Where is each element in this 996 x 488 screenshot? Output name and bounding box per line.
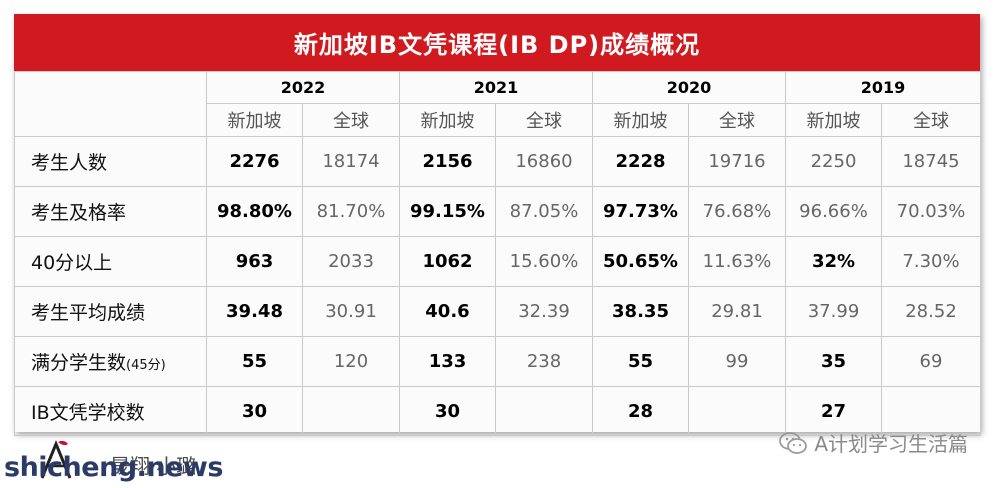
corner-cell (14, 71, 207, 137)
sg-value: 30 (206, 386, 303, 436)
global-value: 15.60% (495, 236, 593, 287)
sg-value: 133 (399, 336, 496, 387)
global-value: 28.52 (881, 286, 981, 337)
row-label: 考生人数 (14, 136, 207, 187)
region-sg: 新加坡 (399, 103, 496, 137)
region-sg: 新加坡 (785, 103, 882, 137)
region-global: 全球 (881, 103, 981, 137)
global-value: 16860 (495, 136, 593, 187)
global-value: 238 (495, 336, 593, 387)
sg-value: 50.65% (592, 236, 689, 287)
global-value: 2033 (302, 236, 400, 287)
global-value: 120 (302, 336, 400, 387)
sg-value: 963 (206, 236, 303, 287)
sg-value: 98.80% (206, 186, 303, 237)
results-table: 2022 2021 2020 2019 新加坡 全球 新加坡 全球 新加坡 全球… (14, 71, 981, 436)
global-value (881, 386, 981, 436)
region-header-row: 新加坡 全球 新加坡 全球 新加坡 全球 新加坡 全球 (15, 103, 981, 137)
sg-value: 35 (785, 336, 882, 387)
global-value: 11.63% (688, 236, 786, 287)
year-header: 2022 (206, 71, 400, 104)
global-value: 81.70% (302, 186, 400, 237)
sg-value: 2228 (592, 136, 689, 187)
watermark-brand: 晟翔·小璐 (110, 454, 197, 478)
region-global: 全球 (688, 103, 786, 137)
global-value: 87.05% (495, 186, 593, 237)
global-value: 18174 (302, 136, 400, 187)
sg-value: 2250 (785, 136, 882, 187)
table-row: 考生人数 2276 18174 2156 16860 2228 19716 22… (14, 136, 981, 187)
region-global: 全球 (495, 103, 593, 137)
region-sg: 新加坡 (206, 103, 303, 137)
row-label-note: (45分) (126, 358, 166, 373)
row-label: 考生平均成绩 (14, 286, 207, 337)
region-global: 全球 (302, 103, 400, 137)
sg-value: 99.15% (399, 186, 496, 237)
global-value: 32.39 (495, 286, 593, 337)
row-label: IB文凭学校数 (14, 386, 207, 436)
table-row: 40分以上 963 2033 1062 15.60% 50.65% 11.63%… (14, 236, 981, 287)
watermark-site: shicheng.news (4, 452, 223, 483)
sg-value: 2276 (206, 136, 303, 187)
year-header: 2020 (592, 71, 786, 104)
sg-value: 38.35 (592, 286, 689, 337)
table-row: 考生平均成绩 39.48 30.91 40.6 32.39 38.35 29.8… (14, 286, 981, 337)
year-header: 2019 (785, 71, 981, 104)
global-value: 99 (688, 336, 786, 387)
year-header: 2021 (399, 71, 593, 104)
sg-value: 40.6 (399, 286, 496, 337)
sg-value: 30 (399, 386, 496, 436)
global-value: 19716 (688, 136, 786, 187)
sg-value: 1062 (399, 236, 496, 287)
sg-value: 2156 (399, 136, 496, 187)
sg-value: 27 (785, 386, 882, 436)
wechat-icon (779, 431, 808, 454)
wechat-account-name: A计划学习生活篇 (814, 432, 968, 456)
sg-value: 96.66% (785, 186, 882, 237)
global-value: 76.68% (688, 186, 786, 237)
global-value: 29.81 (688, 286, 786, 337)
row-label: 满分学生数(45分) (14, 336, 207, 387)
sg-value: 37.99 (785, 286, 882, 337)
sg-value: 32% (785, 236, 882, 287)
global-value: 69 (881, 336, 981, 387)
table-row: 考生及格率 98.80% 81.70% 99.15% 87.05% 97.73%… (14, 186, 981, 237)
title-text: 新加坡IB文凭课程(IB DP)成绩概况 (293, 31, 701, 59)
global-value: 18745 (881, 136, 981, 187)
table-row: IB文凭学校数 30 30 28 27 (14, 386, 981, 436)
row-label: 40分以上 (14, 236, 207, 287)
region-sg: 新加坡 (592, 103, 689, 137)
wechat-account-watermark: A计划学习生活篇 (778, 428, 968, 457)
global-value: 30.91 (302, 286, 400, 337)
table-title: 新加坡IB文凭课程(IB DP)成绩概况 (14, 14, 980, 71)
sg-value: 28 (592, 386, 689, 436)
sg-value: 97.73% (592, 186, 689, 237)
row-label: 考生及格率 (14, 186, 207, 237)
sg-value: 55 (592, 336, 689, 387)
global-value: 70.03% (881, 186, 981, 237)
global-value: 7.30% (881, 236, 981, 287)
year-header-row: 2022 2021 2020 2019 (14, 71, 981, 137)
global-value (495, 386, 593, 436)
table-row: 满分学生数(45分) 55 120 133 238 55 99 35 69 (14, 336, 981, 387)
sg-value: 55 (206, 336, 303, 387)
global-value (302, 386, 400, 436)
brand-logo-icon (40, 440, 72, 479)
global-value (688, 386, 786, 436)
sg-value: 39.48 (206, 286, 303, 337)
